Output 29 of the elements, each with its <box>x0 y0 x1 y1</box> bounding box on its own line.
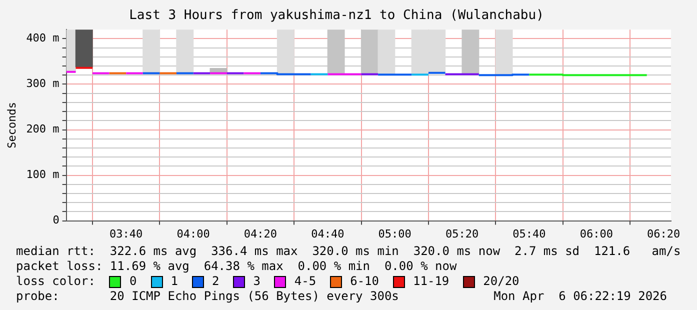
x-tick-label: 05:20 <box>445 227 479 240</box>
y-tick-label: 200 m <box>26 122 60 136</box>
text: median rtt: 322.6 ms avg 336.4 ms max 320.0 ms min 320.0 ms now 2.7 ms sd 121.6 am/s <box>16 244 681 259</box>
y-axis-title: Seconds <box>5 102 18 148</box>
legend-label: 1 <box>170 274 178 289</box>
text: Mon Apr 6 06:22:19 2026 <box>494 289 667 304</box>
x-tick-label: 05:40 <box>512 227 546 240</box>
legend-label: 11-19 <box>413 274 450 289</box>
legend-label: 2 <box>212 274 220 289</box>
x-tick-label: 05:00 <box>378 227 412 240</box>
x-tick-label: 03:40 <box>110 227 143 240</box>
y-tick-label: 300 m <box>26 77 60 90</box>
x-tick-label: 06:20 <box>647 227 680 240</box>
text: packet loss: 11.69 % avg 64.38 % max 0.00 % min 0.00 % now <box>16 259 458 274</box>
y-tick-label: 100 m <box>26 168 60 182</box>
legend-label: 3 <box>253 274 260 289</box>
y-tick-label: 0 <box>52 214 60 227</box>
x-tick-label: 04:20 <box>244 227 278 240</box>
x-tick-label: 04:40 <box>311 227 344 240</box>
text: probe: 20 ICMP Echo Pings (56 Bytes) every 300s <box>16 289 399 304</box>
legend-label: 20/20 <box>483 274 520 289</box>
chart-title: Last 3 Hours from yakushima-nz1 to China (Wulanchabu) <box>129 8 544 24</box>
legend-label: 6-10 <box>350 274 380 289</box>
y-tick-label: 400 m <box>26 32 60 45</box>
x-tick-label: 04:00 <box>176 227 210 240</box>
legend-label: 0 <box>129 274 137 289</box>
x-tick-label: 06:00 <box>580 227 613 240</box>
legend-title: loss color: <box>16 274 96 289</box>
legend-label: 4-5 <box>294 274 316 289</box>
